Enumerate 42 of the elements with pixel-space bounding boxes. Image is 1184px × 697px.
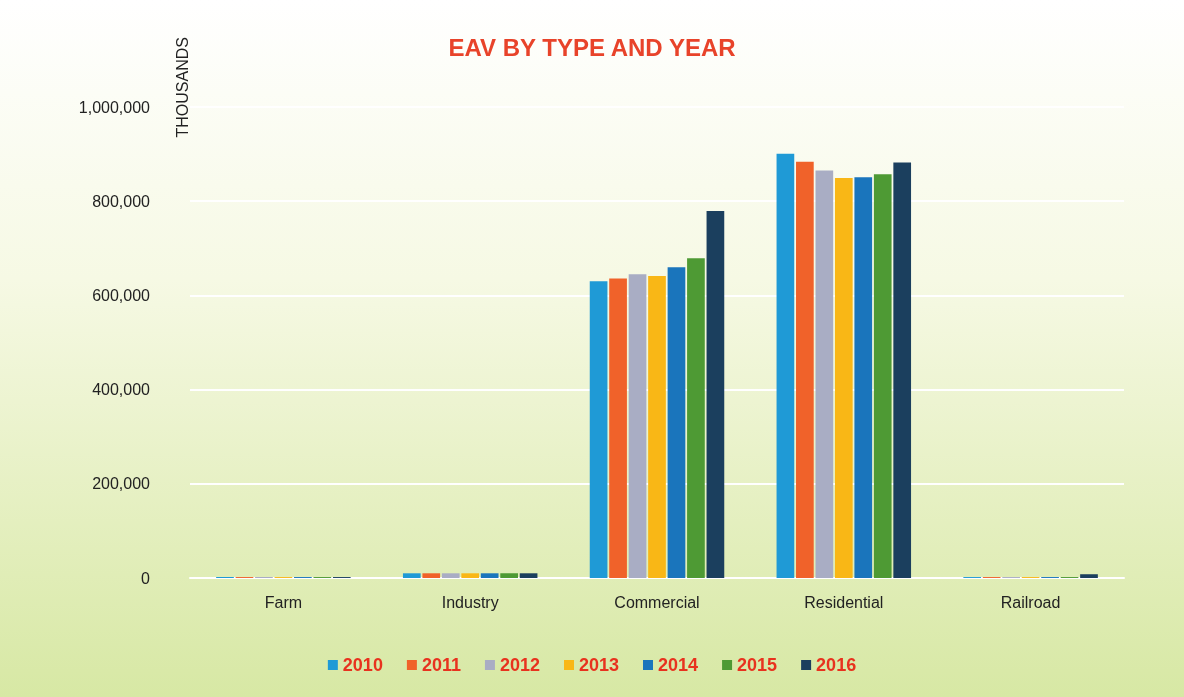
- bar: [667, 267, 686, 578]
- x-tick-label: Industry: [441, 593, 499, 611]
- bar: [687, 258, 705, 578]
- bar: [480, 573, 499, 578]
- bar: [628, 274, 647, 578]
- bar: [519, 573, 538, 578]
- bar: [1080, 574, 1098, 578]
- x-tick-label: Residential: [804, 593, 884, 611]
- bar: [402, 573, 421, 578]
- bar: [893, 162, 912, 578]
- bar: [500, 573, 518, 578]
- bar: [776, 153, 795, 578]
- legend-label: 2016: [816, 655, 857, 675]
- x-tick-label: Farm: [264, 593, 303, 611]
- legend-label: 2014: [658, 655, 699, 675]
- bar: [873, 174, 892, 578]
- legend-label: 2013: [578, 655, 620, 675]
- y-tick-label: 600,000: [92, 286, 151, 304]
- legend-label: 2011: [421, 655, 461, 675]
- x-tick-label: Commercial: [614, 593, 700, 611]
- bar: [609, 278, 627, 578]
- y-tick-label: 200,000: [92, 475, 151, 493]
- bar: [648, 276, 666, 578]
- y-tick-label: 800,000: [92, 192, 151, 210]
- y-axis-title: THOUSANDS: [173, 37, 191, 138]
- bar: [854, 177, 873, 578]
- bar: [834, 178, 853, 578]
- legend-label: 2010: [342, 655, 383, 675]
- legend-label: 2012: [499, 655, 540, 675]
- bar: [815, 170, 834, 578]
- y-tick-label: 0: [141, 569, 151, 587]
- bar: [441, 573, 460, 578]
- x-tick-label: Railroad: [1000, 593, 1061, 611]
- y-tick-label: 1,000,000: [78, 98, 151, 116]
- bar: [422, 573, 441, 578]
- legend-label: 2015: [737, 655, 778, 675]
- bar: [796, 161, 814, 578]
- bar: [589, 281, 608, 578]
- chart-title: EAV BY TYPE AND YEAR: [448, 33, 736, 61]
- y-tick-label: 400,000: [92, 381, 151, 399]
- bar: [706, 211, 725, 578]
- bar: [461, 573, 480, 578]
